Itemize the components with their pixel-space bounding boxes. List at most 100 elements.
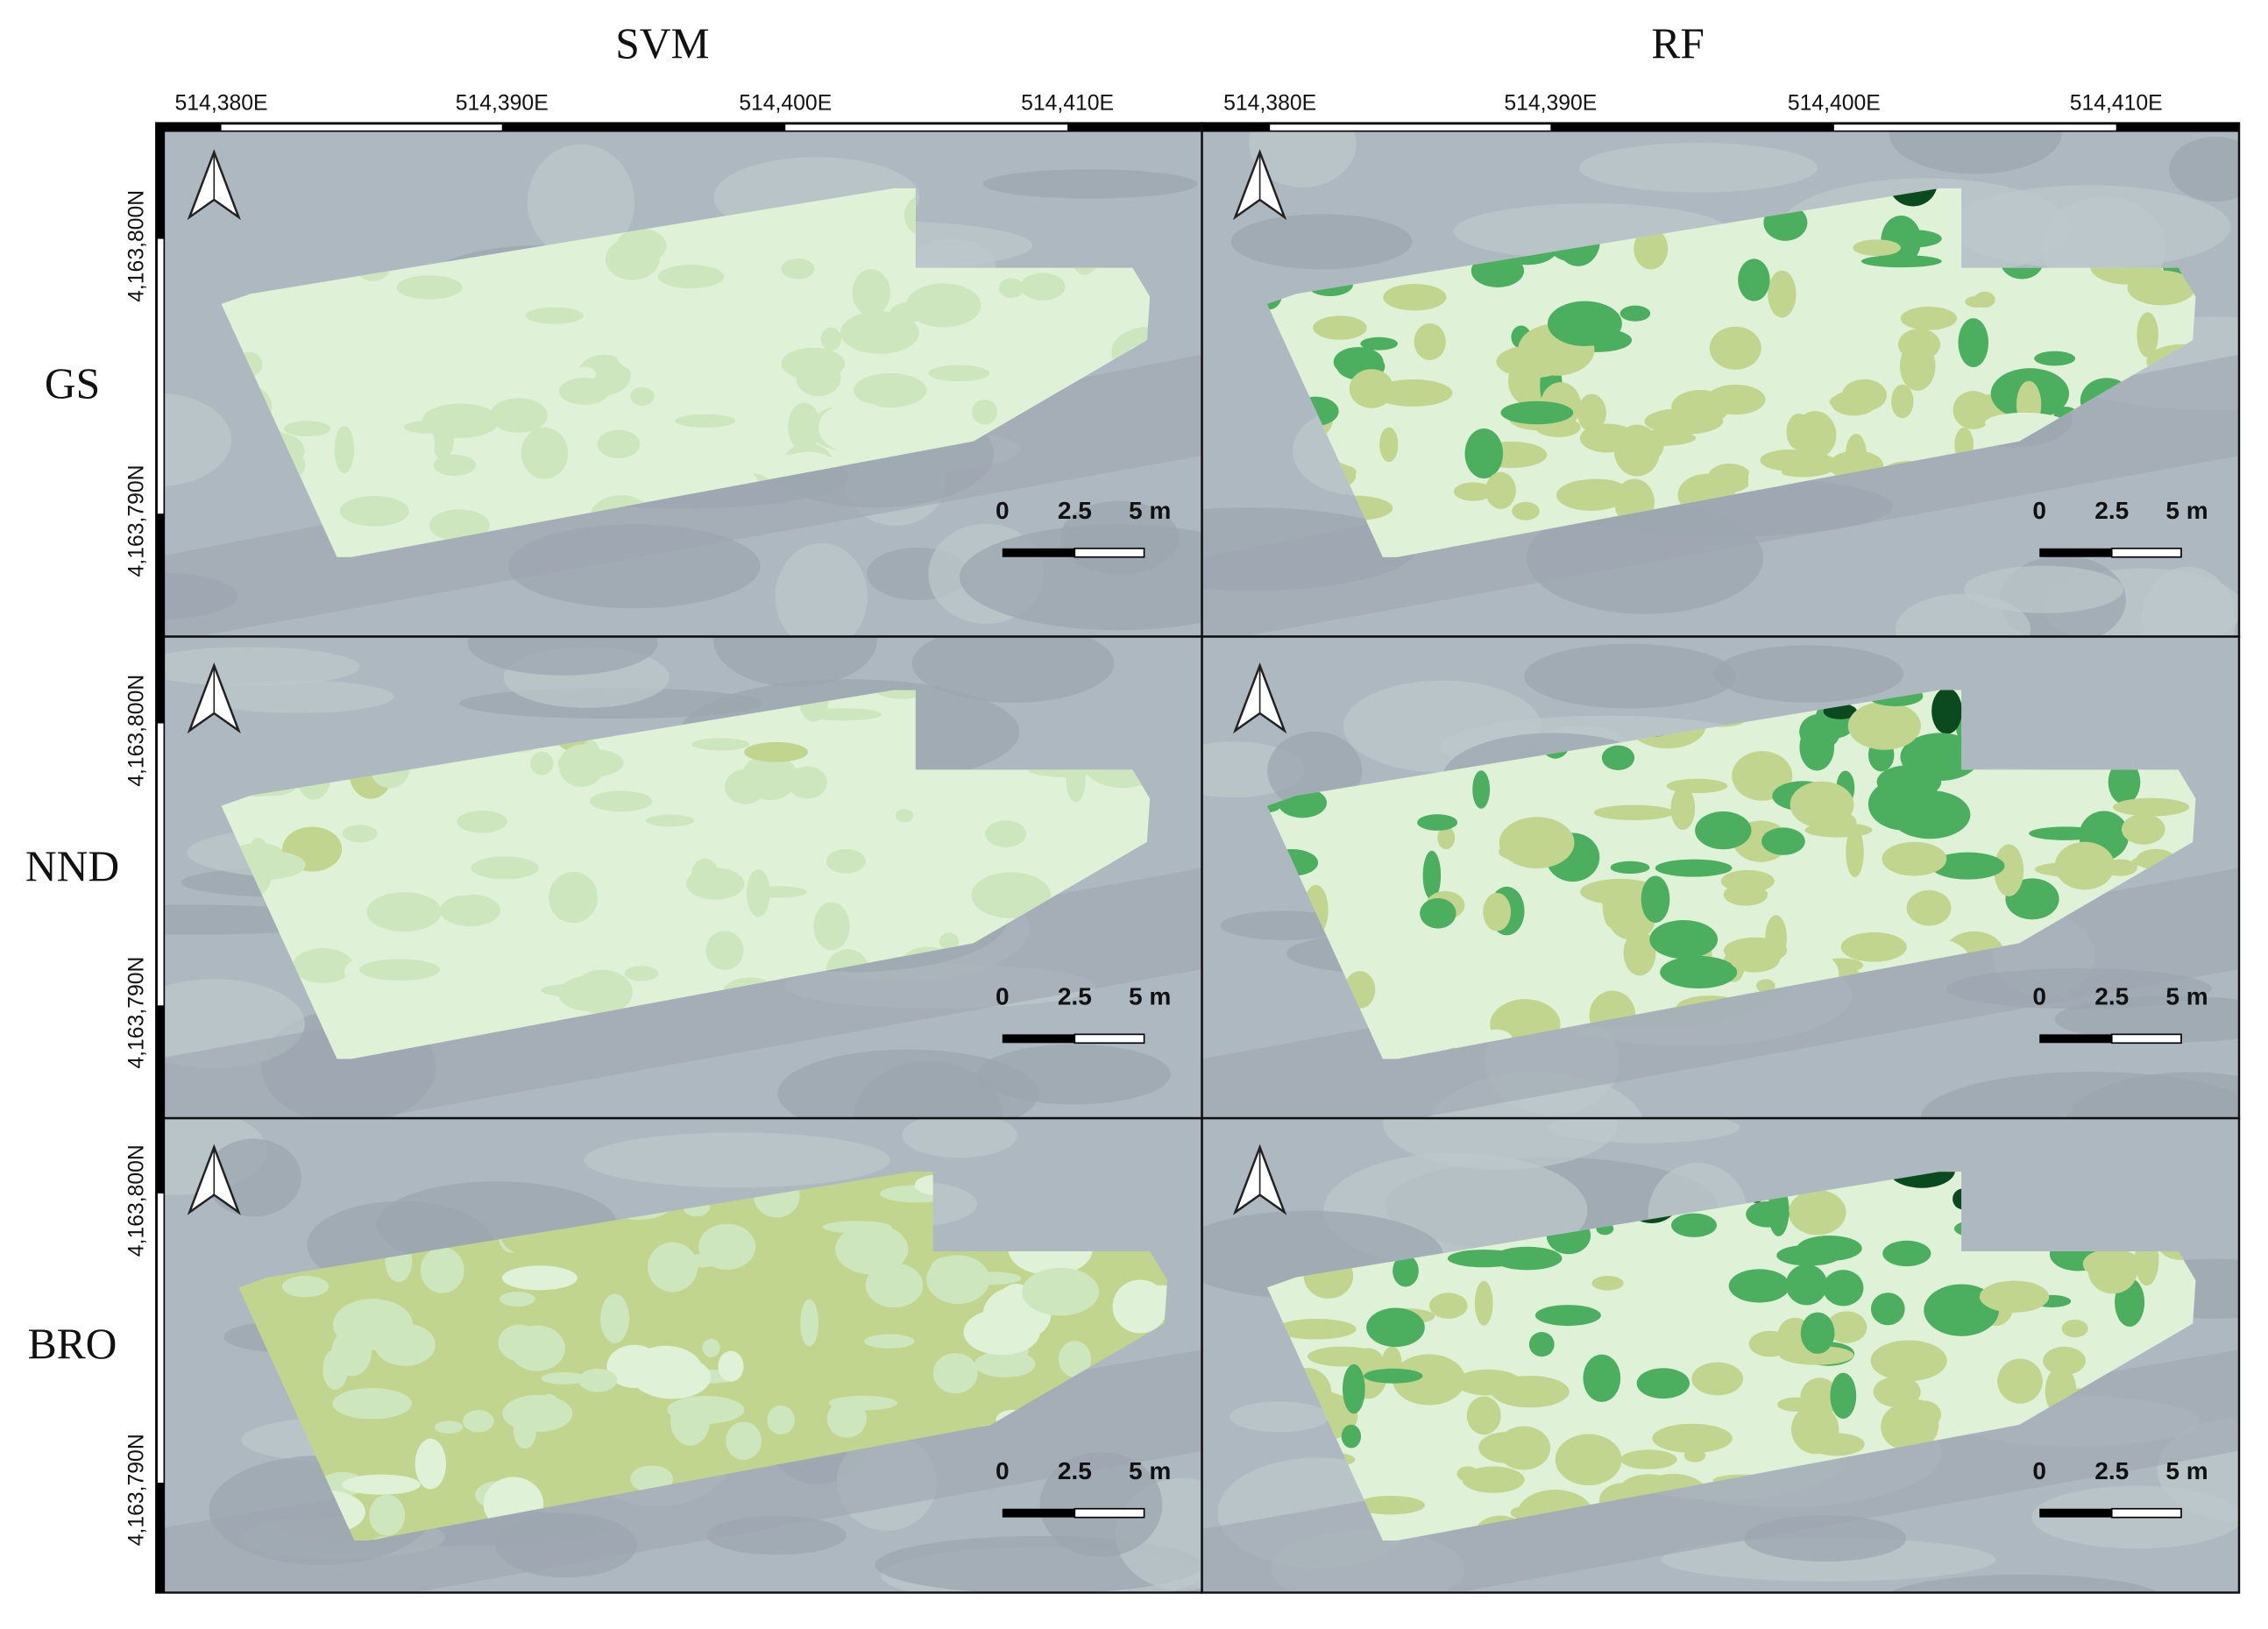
zone xyxy=(1593,804,1674,821)
zone xyxy=(1649,920,1719,960)
zone xyxy=(2054,841,2115,890)
scale-bar-white xyxy=(1074,1033,1145,1045)
scale-bar-black xyxy=(2039,548,2112,557)
zone xyxy=(1623,930,1656,976)
zone xyxy=(1342,1363,1365,1414)
zone xyxy=(369,1494,406,1536)
zone xyxy=(574,366,596,382)
x-coordinate-label: 514,390E xyxy=(1504,92,1597,116)
graticule-bar-white xyxy=(785,124,1068,131)
zone xyxy=(1112,1279,1167,1334)
scale-label: 5 m xyxy=(2165,1457,2208,1484)
zone xyxy=(1591,1276,1624,1291)
y-coordinate-label: 4,163,790N xyxy=(124,1434,148,1546)
zone xyxy=(1276,1318,1357,1340)
zone xyxy=(818,401,896,454)
zone xyxy=(1356,1495,1426,1515)
zone xyxy=(926,1255,990,1304)
imagery-texture xyxy=(911,636,1115,703)
zone xyxy=(840,311,919,354)
zone xyxy=(1447,1250,1520,1268)
zone xyxy=(971,872,1052,918)
zone xyxy=(1307,1346,1379,1367)
imagery-texture xyxy=(977,1044,1171,1105)
zone xyxy=(541,1371,587,1385)
zone xyxy=(1846,826,1864,878)
zone xyxy=(1729,946,1780,973)
zone xyxy=(835,1223,909,1275)
zone xyxy=(932,1353,978,1394)
imagery-texture xyxy=(1524,643,1736,709)
zone xyxy=(1620,1449,1677,1470)
zone xyxy=(1510,1506,1533,1519)
zone xyxy=(2127,270,2195,306)
zone xyxy=(440,894,501,927)
zone xyxy=(1437,826,1456,850)
zone xyxy=(1456,1466,1479,1482)
zone xyxy=(1414,322,1446,361)
zone xyxy=(963,1308,1040,1356)
imagery-texture xyxy=(1713,645,1904,703)
imagery-texture xyxy=(1889,1574,2159,1593)
zone xyxy=(457,810,507,833)
zone xyxy=(514,1413,536,1449)
imagery-texture xyxy=(1039,1452,1163,1557)
zone xyxy=(1619,305,1651,322)
zone xyxy=(724,769,766,804)
panel-content xyxy=(1201,636,2239,1119)
zone xyxy=(813,902,850,951)
row-label: BRO xyxy=(28,1320,117,1368)
zone xyxy=(499,1292,535,1307)
zone xyxy=(1491,1375,1570,1408)
zone xyxy=(578,1368,618,1392)
scale-bar-white xyxy=(2110,1033,2182,1045)
zone xyxy=(2029,826,2102,840)
zone xyxy=(788,402,821,451)
imagery-texture xyxy=(156,393,232,487)
zone xyxy=(1058,1341,1092,1378)
zone xyxy=(781,259,815,280)
zone xyxy=(726,1421,762,1460)
zone xyxy=(1349,369,1394,408)
zone xyxy=(1577,393,1606,432)
zone xyxy=(985,820,1027,847)
imagery-texture xyxy=(584,1132,890,1188)
imagery-texture xyxy=(902,1118,1017,1158)
zone xyxy=(1420,897,1456,929)
zone xyxy=(331,1328,372,1377)
zone xyxy=(972,399,998,425)
zone xyxy=(928,365,990,382)
zone xyxy=(1580,878,1661,905)
zone xyxy=(1671,390,1730,425)
zone xyxy=(864,1334,915,1349)
imagery-texture xyxy=(712,636,877,687)
zone xyxy=(850,243,908,256)
imagery-texture xyxy=(1249,123,1357,188)
scale-label: 5 m xyxy=(2165,497,2208,524)
zone xyxy=(1500,400,1574,425)
zone xyxy=(1386,1009,1439,1056)
zone xyxy=(1823,1270,1864,1307)
scale-label: 5 m xyxy=(1129,983,1171,1010)
zone xyxy=(1464,428,1504,479)
zone xyxy=(1383,283,1447,311)
scale-label: 5 m xyxy=(2165,983,2208,1010)
imagery-texture xyxy=(982,169,1198,199)
zone xyxy=(1313,315,1367,340)
zone xyxy=(1652,1423,1733,1454)
zone xyxy=(1613,424,1661,477)
zone xyxy=(1466,1396,1501,1435)
zone xyxy=(1534,1305,1601,1327)
zone xyxy=(1610,861,1650,875)
zone xyxy=(1660,955,1738,989)
graticule-bar-white xyxy=(157,238,164,514)
panel-frame xyxy=(1201,1116,2241,1594)
zone xyxy=(434,1420,464,1434)
zone xyxy=(1847,701,1922,750)
x-coordinate-label: 514,410E xyxy=(2070,92,2163,116)
scale-label: 2.5 xyxy=(2094,497,2129,524)
imagery-texture xyxy=(1383,1118,1619,1170)
scale-bar-black xyxy=(2039,1034,2112,1044)
